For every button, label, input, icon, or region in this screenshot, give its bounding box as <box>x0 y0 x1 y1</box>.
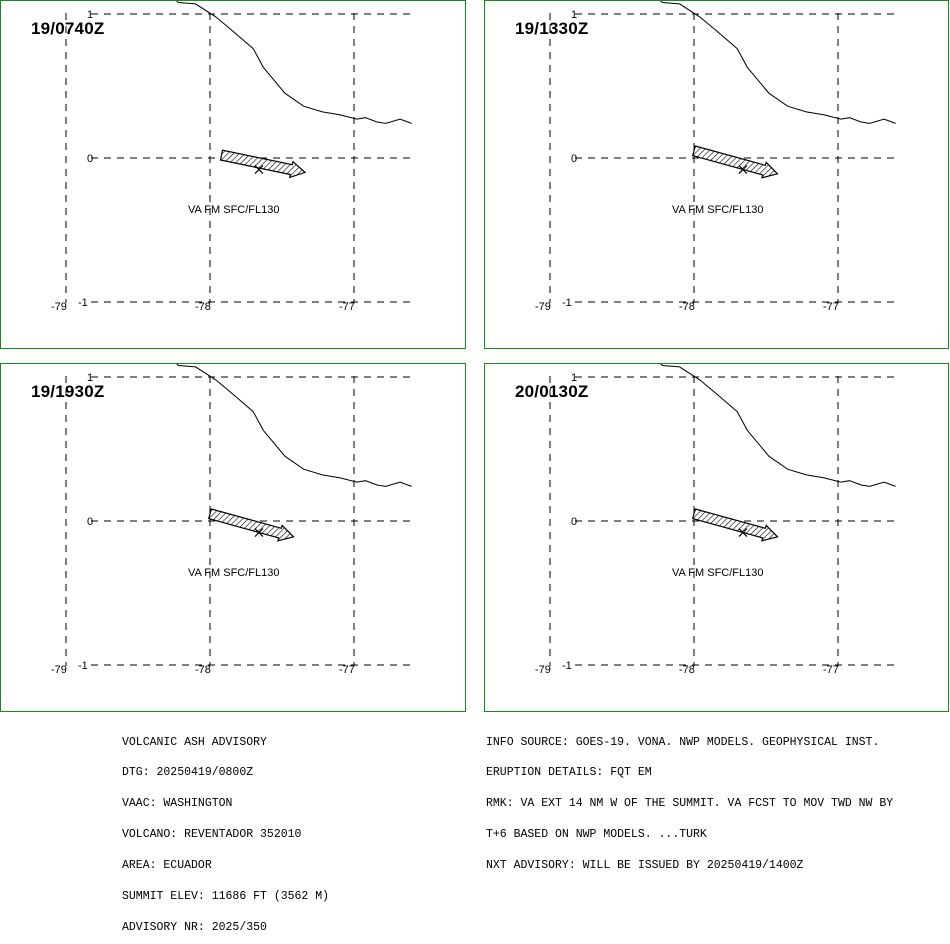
longitude-tick-label: -79 <box>535 301 551 313</box>
latitude-tick-label: -1 <box>78 660 88 672</box>
map-canvas: -79 -78 -77 1 0 -1 VA FM SFC/FL130 <box>51 364 412 676</box>
coastline <box>176 364 412 487</box>
coastline <box>660 364 896 487</box>
longitude-tick-label: -77 <box>823 301 839 313</box>
advisory-line: VOLCANO: REVENTADOR 352010 <box>122 828 302 842</box>
volcano-x-marker-icon <box>254 528 264 537</box>
longitude-tick-label: -78 <box>195 301 211 313</box>
ash-cloud-arrow <box>207 508 295 542</box>
latitude-tick-label: 1 <box>87 372 93 384</box>
map-panel-2: -79 -78 -77 1 0 -1 VA FM SFC/FL130 19/1330Z <box>484 0 949 349</box>
longitude-tick-label: -79 <box>535 664 551 676</box>
latitude-tick-label: -1 <box>78 297 88 309</box>
ash-cloud-arrow <box>219 149 307 179</box>
advisory-line: DTG: 20250419/0800Z <box>122 766 254 780</box>
ash-level-label: VA FM SFC/FL130 <box>672 204 764 216</box>
longitude-tick-label: -77 <box>823 664 839 676</box>
coastline <box>176 1 412 124</box>
volcano-x-marker-icon <box>254 165 264 174</box>
advisory-line: T+6 BASED ON NWP MODELS. ...TURK <box>486 828 707 842</box>
latitude-tick-label: 0 <box>571 516 577 528</box>
longitude-tick-label: -77 <box>339 664 355 676</box>
advisory-line: AREA: ECUADOR <box>122 859 212 873</box>
map-panel-1: -79 -78 -77 1 0 -1 VA FM SFC/FL130 19/0740Z <box>0 0 466 349</box>
valid-time-label: 20/0130Z <box>515 382 589 401</box>
volcano-x-marker-icon <box>738 165 748 174</box>
ash-level-label: VA FM SFC/FL130 <box>672 567 764 579</box>
ash-level-label: VA FM SFC/FL130 <box>188 204 280 216</box>
longitude-tick-label: -78 <box>195 664 211 676</box>
longitude-tick-label: -77 <box>339 301 355 313</box>
advisory-remarks-text: INFO SOURCE: GOES-19. VONA. NWP MODELS. … <box>486 717 893 882</box>
advisory-line: ADVISORY NR: 2025/350 <box>122 920 267 934</box>
longitude-tick-label: -78 <box>679 664 695 676</box>
latitude-tick-label: 0 <box>571 153 577 165</box>
latitude-tick-label: -1 <box>562 297 572 309</box>
valid-time-label: 19/1330Z <box>515 19 589 38</box>
advisory-line: VOLCANIC ASH ADVISORY <box>122 735 267 749</box>
valid-time-label: 19/0740Z <box>31 19 105 38</box>
latitude-tick-label: 1 <box>571 372 577 384</box>
longitude-tick-label: -78 <box>679 301 695 313</box>
map-canvas: -79 -78 -77 1 0 -1 VA FM SFC/FL130 <box>51 1 412 313</box>
latitude-tick-label: -1 <box>562 660 572 672</box>
map-panel-3: -79 -78 -77 1 0 -1 VA FM SFC/FL130 19/1930Z <box>0 363 466 712</box>
volcano-x-marker-icon <box>738 528 748 537</box>
advisory-line: RMK: VA EXT 14 NM W OF THE SUMMIT. VA FC… <box>486 797 894 811</box>
latitude-tick-label: 0 <box>87 516 93 528</box>
longitude-tick-label: -79 <box>51 664 67 676</box>
advisory-line: VAAC: WASHINGTON <box>122 797 233 811</box>
advisory-line: NXT ADVISORY: WILL BE ISSUED BY 20250419… <box>486 859 804 873</box>
latitude-tick-label: 1 <box>87 9 93 21</box>
map-canvas: -79 -78 -77 1 0 -1 VA FM SFC/FL130 <box>535 364 896 676</box>
map-canvas: -79 -78 -77 1 0 -1 VA FM SFC/FL130 <box>535 1 896 313</box>
ash-cloud-arrow <box>691 145 779 179</box>
valid-time-label: 19/1930Z <box>31 382 105 401</box>
map-panel-4: -79 -78 -77 1 0 -1 VA FM SFC/FL130 20/0130Z <box>484 363 949 712</box>
ash-level-label: VA FM SFC/FL130 <box>188 567 280 579</box>
advisory-line: ERUPTION DETAILS: FQT EM <box>486 766 652 780</box>
latitude-tick-label: 0 <box>87 153 93 165</box>
advisory-header-text: VOLCANIC ASH ADVISORY DTG: 20250419/0800… <box>122 717 329 944</box>
advisory-line: INFO SOURCE: GOES-19. VONA. NWP MODELS. … <box>486 735 880 749</box>
advisory-line: SUMMIT ELEV: 11686 FT (3562 M) <box>122 890 330 904</box>
coastline <box>660 1 896 124</box>
latitude-tick-label: 1 <box>571 9 577 21</box>
longitude-tick-label: -79 <box>51 301 67 313</box>
ash-cloud-arrow <box>691 508 779 542</box>
